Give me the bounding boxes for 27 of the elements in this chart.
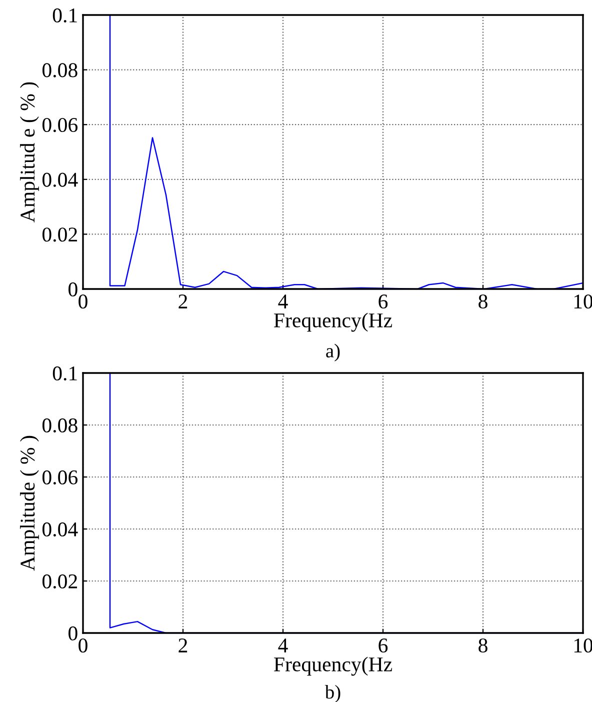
x-tick-label: 6 (378, 638, 388, 653)
x-tick-label: 0 (78, 294, 88, 309)
y-tick-label: 0.06 (42, 470, 78, 485)
y-tick-label: 0 (68, 626, 78, 640)
y-tick-label: 0.1 (52, 366, 77, 381)
x-axis-title: Frequency(Hz (274, 656, 392, 676)
y-tick-label: 0.04 (42, 522, 78, 537)
text: a) (326, 344, 340, 362)
x-tick-label: 0 (78, 638, 88, 653)
x-tick-label: 4 (278, 638, 288, 652)
y-tick-label: 0 (68, 282, 78, 296)
y-tick-label: 0.02 (42, 574, 77, 589)
y-axis-title: Amplitud e ( % ) (20, 82, 39, 222)
x-tick-label: 4 (278, 294, 288, 308)
y-tick-label: 0.06 (42, 118, 78, 132)
y-tick-label: 0.04 (42, 172, 78, 187)
x-tick-label: 8 (478, 638, 488, 653)
x-tick-label: 2 (178, 294, 188, 308)
x-tick-label: 2 (178, 638, 188, 652)
y-tick-label: 0.08 (42, 63, 78, 78)
x-axis-title: Frequency(Hz (274, 312, 392, 332)
x-tick-label: 8 (478, 294, 488, 309)
y-axis-title: Amplitude ( % ) (20, 436, 39, 571)
x-tick-label: 6 (378, 294, 388, 309)
y-tick-label: 0.02 (42, 228, 77, 242)
y-tick-label: 0.1 (52, 8, 77, 23)
y-tick-label: 0.08 (42, 418, 78, 433)
